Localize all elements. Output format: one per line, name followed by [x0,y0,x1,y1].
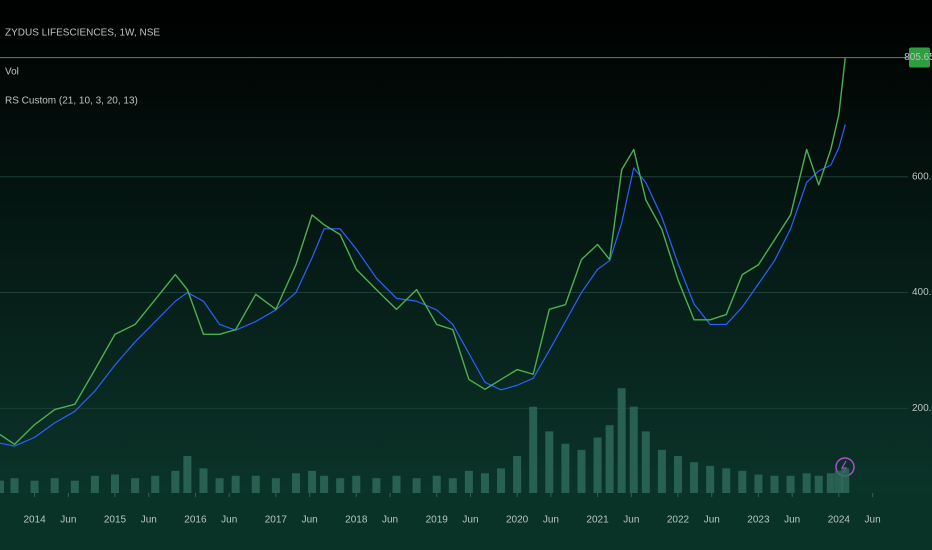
volume-bar [70,480,79,493]
volume-bar [199,468,208,493]
volume-bar [271,478,280,493]
x-tick-label: Jun [60,515,76,526]
volume-bar [10,478,19,493]
x-tick-label: 2019 [426,515,449,526]
volume-bar [770,475,779,493]
x-tick-label: Jun [382,515,398,526]
volume-bar [786,475,795,493]
volume-bar [545,431,554,493]
volume-bar [690,462,699,493]
volume-bar [577,449,586,493]
volume-bar [738,470,747,493]
chart-title: ZYDUS LIFESCIENCES, 1W, NSE [5,28,160,39]
volume-bar [513,456,522,493]
volume-bar [372,478,381,493]
volume-bar [151,475,160,493]
x-tick-label: 2020 [506,515,529,526]
x-tick-label: 2015 [104,515,127,526]
volume-bar [706,465,715,493]
x-tick-label: Jun [221,515,237,526]
volume-bar [480,473,489,493]
volume-bar [251,475,260,493]
x-tick-label: Jun [784,515,800,526]
volume-bar [131,478,140,493]
volume-bar [448,478,457,493]
volume-bar [754,474,763,493]
volume-bar [561,443,570,493]
volume-bar [629,406,638,493]
volume-bar [215,478,224,493]
volume-bar [412,478,421,493]
volume-bar [90,475,99,493]
x-tick-label: Jun [623,515,639,526]
volume-bar [464,470,473,493]
y-tick-label: 600.00 [912,171,932,182]
x-tick-label: 2017 [265,515,288,526]
volume-bar [352,475,361,493]
price-line [0,57,846,446]
x-tick-label: Jun [865,515,881,526]
volume-bar [183,456,192,493]
volume-bar [336,478,345,493]
x-tick-label: Jun [462,515,478,526]
volume-bar [308,470,317,493]
volume-bar [841,468,850,493]
x-tick-label: 2014 [23,515,46,526]
volume-bar [605,425,614,493]
x-tick-label: 2021 [586,515,609,526]
volume-bar [826,473,835,493]
y-tick-label: 200.00 [912,403,932,414]
indicator-label: Vol [5,67,19,78]
x-axis-band [0,493,932,550]
x-tick-label: Jun [543,515,559,526]
x-tick-label: Jun [141,515,157,526]
volume-bar [50,478,59,493]
volume-bar [111,474,120,493]
volume-bar [834,470,843,493]
volume-bar [814,475,823,493]
last-price-box [909,47,930,68]
volume-bar [617,388,626,493]
x-tick-label: 2023 [747,515,770,526]
y-tick-label: 400.00 [912,287,932,298]
volume-bar [657,449,666,493]
x-tick-label: Jun [302,515,318,526]
x-tick-label: Jun [704,515,720,526]
volume-bar [529,406,538,493]
volume-bar [641,431,650,493]
x-tick-label: 2022 [667,515,690,526]
volume-bar [673,456,682,493]
volume-bar [802,473,811,493]
volume-bar [0,480,4,493]
volume-bar [30,480,39,493]
indicator-label: RS Custom (21, 10, 3, 20, 13) [5,96,138,107]
volume-bar [171,470,180,493]
volume-bar [722,468,731,493]
last-price-label: 805.65 [904,52,932,63]
volume-bar [432,475,441,493]
volume-bar [497,468,506,493]
volume-bar [231,475,240,493]
volume-bar [320,475,329,493]
volume-bar [392,475,401,493]
volume-bar [593,437,602,493]
moving-average-line [0,124,846,447]
volume-bar [291,473,300,493]
x-tick-label: 2024 [828,515,851,526]
x-tick-label: 2016 [184,515,207,526]
x-tick-label: 2018 [345,515,368,526]
